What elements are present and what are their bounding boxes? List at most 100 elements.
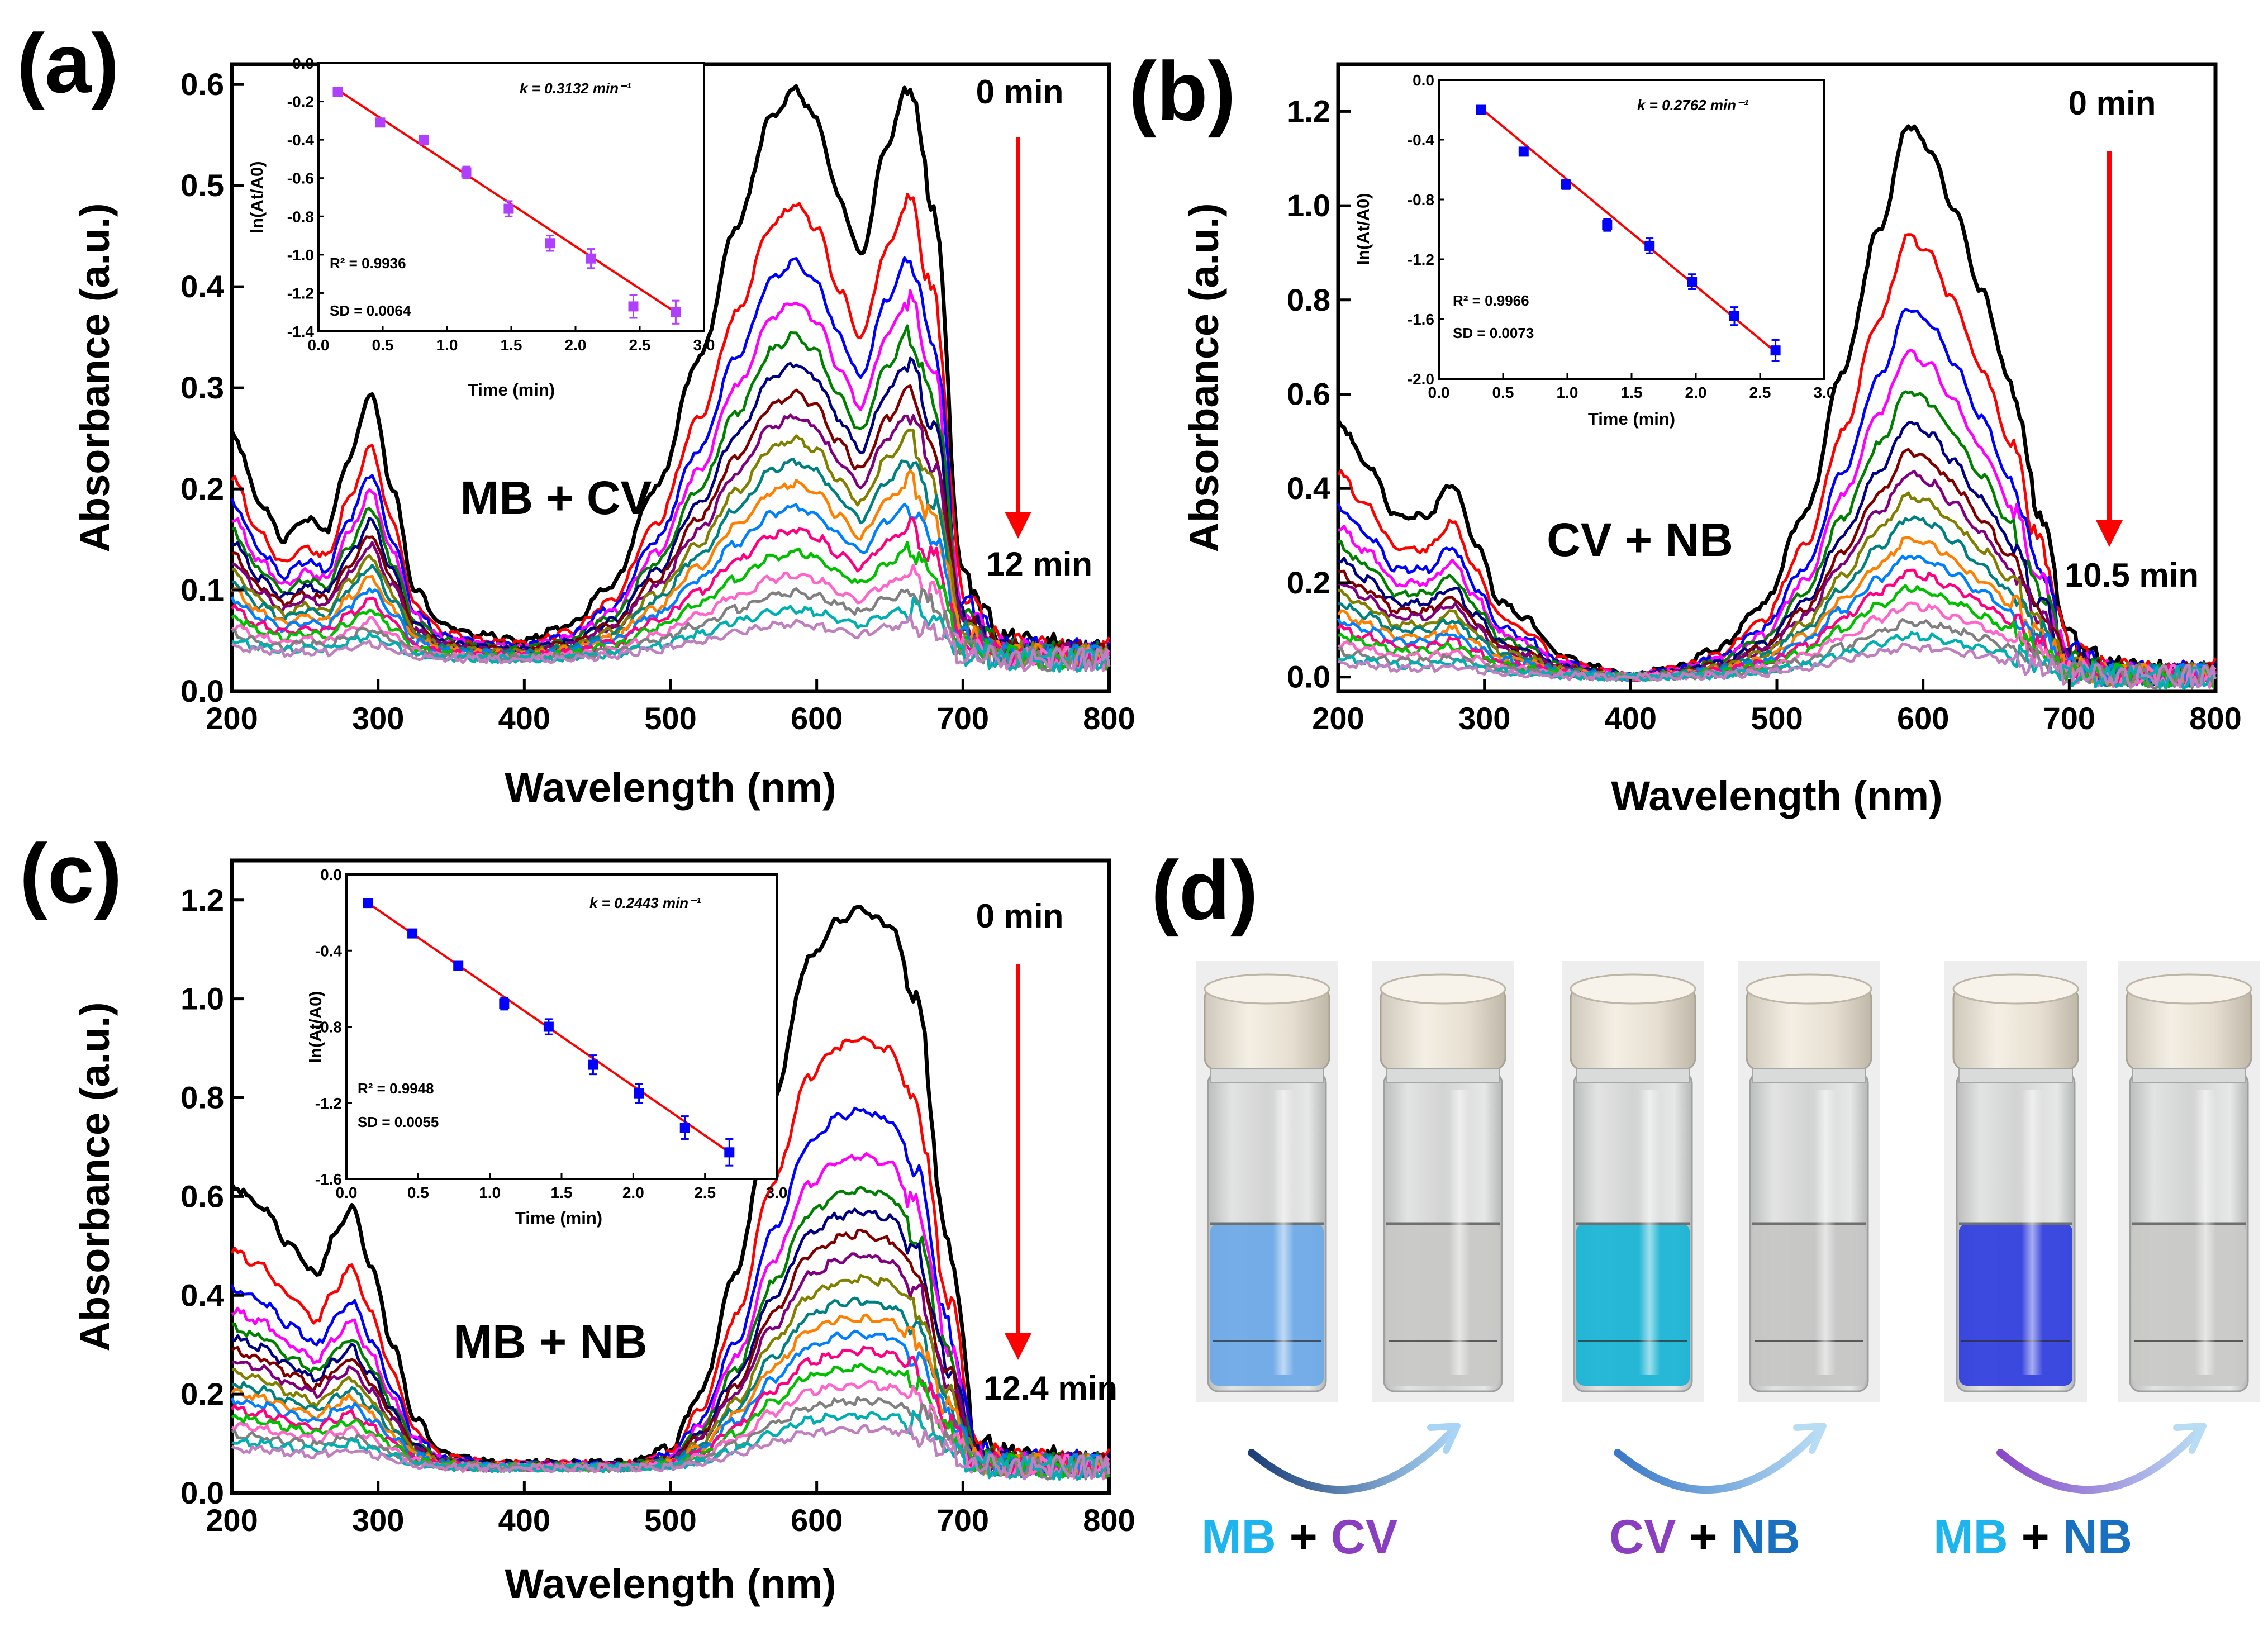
vial-after xyxy=(1372,961,1514,1402)
panel-a-x-axis-label: Wavelength (nm) xyxy=(505,764,836,811)
x-tick-label: 500 xyxy=(644,701,696,736)
panel-b-kinetics-inset: 0.0 0.5 1.0 1.5 2.0 2.5 3.0 0.0 -0.4 -0.8 -1.2 -1.6… xyxy=(1353,72,1835,429)
inset-x-tick-label: 2.5 xyxy=(1749,384,1771,401)
inset-data-point xyxy=(1518,146,1529,157)
x-tick-label: 200 xyxy=(206,701,258,736)
vial-before xyxy=(1944,961,2087,1402)
inset-data-point xyxy=(1729,311,1739,321)
inset-data-point xyxy=(1476,104,1486,115)
inset-x-tick-label: 2.5 xyxy=(629,336,651,354)
panel-b-y-axis-label: Absorbance (a.u.) xyxy=(1181,203,1227,553)
x-tick-label: 300 xyxy=(352,701,404,736)
inset-data-point xyxy=(332,87,343,97)
panel-c-inset-content: 0.0 0.5 1.0 1.5 2.0 2.5 3.0 0.0 -0.4 -0.8 -1.2 -1.6 xyxy=(315,866,788,1201)
spectrum-curve xyxy=(1338,631,2217,690)
spectrum-curve xyxy=(231,614,1111,673)
panel-d-letter: (d) xyxy=(1151,843,1258,937)
inset-x-tick-label: 1.5 xyxy=(551,1184,573,1201)
transition-arrowhead xyxy=(1793,1423,1827,1454)
inset-x-tick-label: 1.0 xyxy=(436,336,458,354)
inset-data-point xyxy=(543,1021,554,1032)
vial-pair-caption: MB + NB xyxy=(1933,1510,2132,1564)
inset-y-tick-label: 0.0 xyxy=(292,55,314,72)
inset-x-tick-label: 3.0 xyxy=(693,336,715,354)
inset-data-point xyxy=(1644,240,1655,251)
x-tick-label: 600 xyxy=(1897,701,1949,736)
panel-c-spectra xyxy=(230,905,1111,1481)
x-tick-label: 600 xyxy=(791,701,843,736)
inset-data-point xyxy=(407,928,418,939)
vial-highlight xyxy=(1639,1090,1661,1375)
vial-neck xyxy=(1576,1068,1690,1083)
inset-data-point xyxy=(724,1147,735,1158)
vial-liquid xyxy=(1752,1224,1866,1386)
inset-x-tick-label: 2.0 xyxy=(1685,384,1707,401)
panel-b-inset-y-label: ln(At/A0) xyxy=(1353,193,1373,265)
inset-x-tick-label: 2.5 xyxy=(694,1184,716,1201)
spectrum-curve xyxy=(230,256,1110,664)
spectrum-curve xyxy=(230,1035,1111,1475)
panel-a-inset-x-label: Time (min) xyxy=(468,380,555,400)
y-tick-label: 0.3 xyxy=(180,370,224,405)
inset-data-point xyxy=(461,167,472,178)
inset-y-tick-label: 0.0 xyxy=(320,866,342,883)
panel-a-y-ticks: 0.0 0.1 0.2 0.3 0.4 0.5 0.6 xyxy=(180,66,244,708)
panel-b-mixture-label: CV + NB xyxy=(1547,513,1733,566)
y-tick-label: 1.0 xyxy=(1287,188,1330,223)
vial-before xyxy=(1196,961,1338,1402)
inset-y-tick-label: -0.8 xyxy=(287,208,314,225)
inset-x-tick-label: 2.0 xyxy=(565,336,587,354)
x-tick-label: 300 xyxy=(352,1502,404,1538)
inset-data-point xyxy=(679,1123,690,1133)
inset-data-point xyxy=(419,135,429,145)
panel-a-x-ticks: 200 300 400 500 600 700 800 xyxy=(206,679,1135,736)
y-tick-label: 0.2 xyxy=(180,471,224,506)
inset-y-tick-label: -0.4 xyxy=(315,942,343,959)
caption-segment: + xyxy=(1676,1510,1730,1564)
caption-segment: NB xyxy=(1730,1510,1800,1564)
panel-b-r-squared: R² = 0.9966 xyxy=(1453,292,1529,309)
transition-arrowhead xyxy=(1427,1423,1461,1454)
x-tick-label: 600 xyxy=(791,1502,843,1538)
panel-b-spectrum-chart: (b) 200 300 400 500 600 700 800 0.00.20.40.60.… xyxy=(1129,44,2242,819)
spectrum-curve xyxy=(231,429,1111,667)
y-tick-label: 1.0 xyxy=(180,981,224,1016)
spectrum-curve xyxy=(231,356,1111,663)
caption-segment: CV xyxy=(1609,1510,1676,1564)
transition-arrow xyxy=(1996,1426,2203,1494)
panel-b-x-ticks: 200 300 400 500 600 700 800 xyxy=(1312,679,2242,736)
spectrum-curve xyxy=(1338,469,2217,687)
x-tick-label: 200 xyxy=(1312,701,1364,736)
vial-neck xyxy=(1752,1068,1866,1083)
y-tick-label: 0.4 xyxy=(180,1277,224,1313)
vial-pair-caption: MB + CV xyxy=(1201,1510,1397,1564)
panel-d-captions: MB + CV CV + NB MB + NB xyxy=(1201,1510,2132,1564)
spectrum-curve xyxy=(231,1410,1111,1481)
inset-y-tick-label: -1.0 xyxy=(287,246,314,264)
caption-segment: MB xyxy=(1933,1510,2008,1564)
vial-before xyxy=(1562,961,1704,1402)
x-tick-label: 800 xyxy=(2189,701,2241,736)
inset-data-point xyxy=(1770,345,1781,356)
y-tick-label: 0.1 xyxy=(180,572,224,607)
inset-x-tick-label: 1.5 xyxy=(1621,384,1643,401)
y-tick-label: 0.6 xyxy=(180,1178,224,1214)
x-tick-label: 400 xyxy=(1605,701,1657,736)
inset-data-point xyxy=(375,117,386,128)
vial-neck xyxy=(1386,1068,1500,1083)
x-tick-label: 800 xyxy=(1083,701,1135,736)
x-tick-label: 500 xyxy=(1751,701,1803,736)
inset-y-tick-label: -2.0 xyxy=(1408,370,1434,388)
inset-data-point xyxy=(1687,277,1698,287)
panel-c-y-ticks: 0.0 0.2 0.4 0.6 0.8 1.0 1.2 xyxy=(180,882,244,1510)
panel-a-end-time: 12 min xyxy=(986,545,1092,583)
spectrum-curve xyxy=(230,502,1110,669)
panel-c-x-ticks: 200 300 400 500 600 700 800 xyxy=(206,1481,1135,1538)
panel-b-y-ticks: 0.0 0.2 0.4 0.6 0.8 1.0 1.2 xyxy=(1287,93,1351,695)
spectrum-curve xyxy=(231,193,1111,662)
caption-segment: + xyxy=(1276,1510,1331,1564)
vial-cap-top xyxy=(1204,973,1330,1005)
inset-y-tick-label: -1.6 xyxy=(1408,311,1434,328)
inset-y-tick-label: -1.2 xyxy=(287,284,314,302)
y-tick-label: 0.4 xyxy=(180,269,224,304)
